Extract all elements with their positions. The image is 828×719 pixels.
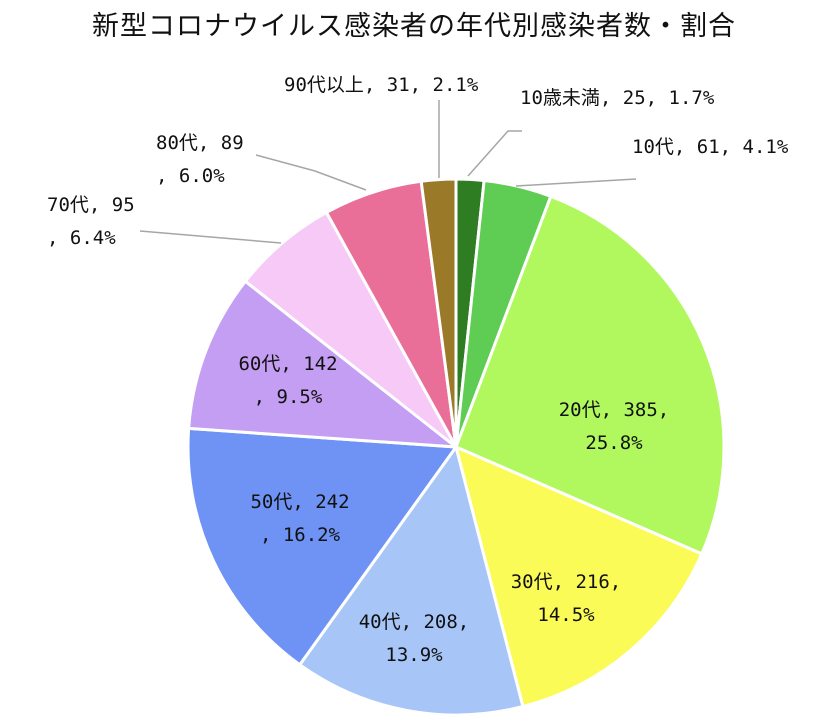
pie-slice [298,445,525,717]
chart-title: 新型コロナウイルス感染者の年代別感染者数・割合 [92,11,736,42]
leader-line [139,230,282,244]
pie-slice [454,194,726,556]
pie-slice [187,279,458,449]
data-label: 90代以上, 31, 2.1% [284,74,479,96]
pie-slice [454,445,704,709]
pie-slice [419,177,458,449]
data-label: 10歳未満, 25, 1.7% [520,87,715,109]
data-label: 30代, 216, 14.5% [511,571,622,626]
pie-slice [186,426,458,667]
data-label: 20代, 385, 25.8% [559,399,670,454]
leader-line [515,178,637,187]
data-label: 80代, 89, 6.0% [156,132,244,187]
leader-line [467,130,522,177]
data-label: 10代, 61, 4.1% [632,136,789,158]
leader-line [255,154,367,191]
data-label: 60代, 142, 9.5% [238,353,337,408]
data-label: 40代, 208, 13.9% [359,611,470,666]
data-label: 70代, 95, 6.4% [47,194,135,249]
data-label: 50代, 242, 16.2% [250,491,349,546]
